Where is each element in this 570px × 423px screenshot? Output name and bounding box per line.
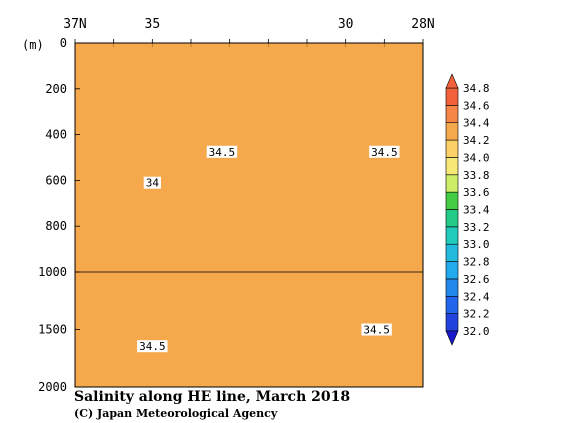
colorbar-top-arrow [445, 73, 459, 89]
colorbar-seg-10 [445, 139, 459, 158]
y-tick-label-5: 1000 [38, 265, 67, 279]
colorbar-seg-9 [445, 157, 459, 176]
contour-label-bg-4 [137, 340, 168, 353]
contour-label-bg-3 [361, 323, 392, 336]
colorbar-seg-6 [445, 209, 459, 228]
x-tick-label-3: 28N [411, 17, 434, 32]
colorbar-label-11: 34.2 [463, 134, 490, 147]
x-tick-label-0: 37N [63, 17, 86, 32]
y-tick-label-6: 1500 [38, 323, 67, 337]
colorbar-seg-7 [445, 191, 459, 210]
colorbar-label-1: 32.2 [463, 308, 490, 321]
chart-title: Salinity along HE line, March 2018 [74, 389, 351, 405]
colorbar-seg-4 [445, 243, 459, 262]
colorbar-label-8: 33.6 [463, 186, 490, 199]
colorbar-label-12: 34.4 [463, 117, 490, 130]
y-tick-label-1: 200 [45, 82, 67, 96]
colorbar-seg-8 [445, 174, 459, 193]
colorbar-seg-2 [445, 278, 459, 297]
contour-label-bg-2 [143, 176, 161, 189]
colorbar-label-7: 33.4 [463, 204, 490, 217]
x-tick-label-2: 30 [338, 17, 354, 32]
colorbar-seg-3 [445, 261, 459, 280]
colorbar-label-3: 32.6 [463, 273, 490, 286]
colorbar-label-6: 33.2 [463, 221, 490, 234]
colorbar-seg-0 [445, 313, 459, 332]
colorbar-bottom-arrow [445, 330, 459, 346]
colorbar-label-9: 33.8 [463, 169, 490, 182]
y-tick-label-7: 2000 [38, 380, 67, 394]
x-tick-label-1: 35 [145, 17, 161, 32]
y-tick-label-0: 0 [60, 36, 67, 50]
colorbar-label-13: 34.6 [463, 99, 490, 112]
colorbar-seg-12 [445, 105, 459, 124]
y-tick-label-4: 800 [45, 219, 67, 233]
contour-label-2: 34 [146, 177, 160, 190]
colorbar-label-0: 32.0 [463, 325, 490, 338]
colorbar-label-2: 32.4 [463, 290, 490, 303]
contour-label-1: 34.5 [371, 146, 398, 159]
contour-label-4: 34.5 [139, 340, 166, 353]
contour-label-bg-1 [369, 145, 400, 158]
colorbar-seg-11 [445, 122, 459, 141]
colorbar-seg-5 [445, 226, 459, 245]
contour-label-0: 34.5 [209, 146, 236, 159]
y-unit-label: (m) [22, 38, 44, 52]
colorbar: 32.0 32.2 32.4 32.6 32.8 33.0 33.2 33.4 33.6 33.8… [445, 73, 490, 346]
colorbar-label-4: 32.8 [463, 256, 490, 269]
contour-label-3: 34.5 [363, 324, 390, 337]
y-tick-label-3: 600 [45, 173, 67, 187]
colorbar-seg-13 [445, 87, 459, 106]
y-tick-label-2: 400 [45, 128, 67, 142]
plot-frame [74, 42, 424, 388]
colorbar-label-5: 33.0 [463, 238, 490, 251]
chart-credit: (C) Japan Meteorological Agency [74, 407, 278, 420]
colorbar-label-14: 34.8 [463, 82, 490, 95]
colorbar-label-10: 34.0 [463, 151, 490, 164]
colorbar-seg-1 [445, 295, 459, 314]
contour-label-bg-0 [206, 145, 238, 158]
